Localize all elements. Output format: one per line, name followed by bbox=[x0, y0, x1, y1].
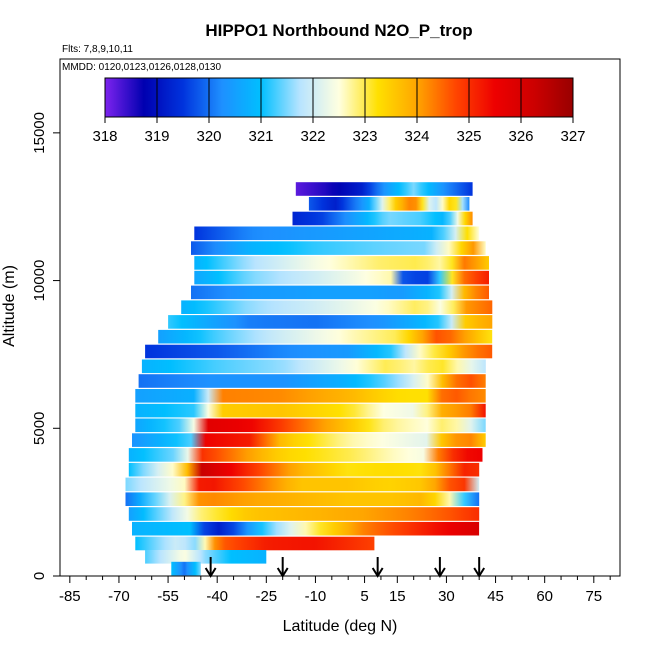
data-band bbox=[158, 329, 493, 344]
x-tick-label: -40 bbox=[206, 588, 228, 605]
colorbar-tick-label: 322 bbox=[300, 128, 325, 145]
x-tick-label: 45 bbox=[487, 588, 504, 605]
y-tick-label: 15000 bbox=[31, 112, 48, 154]
x-tick-label: -25 bbox=[255, 588, 277, 605]
x-tick-label: 60 bbox=[536, 588, 553, 605]
y-tick-label: 0 bbox=[31, 572, 48, 580]
down-arrow-icon bbox=[204, 557, 217, 578]
plot-frame bbox=[59, 58, 621, 577]
dates-subtitle: MMDD: 0120,0123,0126,0128,0130 bbox=[62, 62, 221, 73]
x-tick-label: -10 bbox=[305, 588, 327, 605]
colorbar-tick-label: 321 bbox=[248, 128, 273, 145]
data-band bbox=[308, 197, 470, 211]
x-tick-label: 15 bbox=[389, 588, 406, 605]
colorbar-tick-label: 324 bbox=[404, 128, 429, 145]
data-band bbox=[145, 344, 493, 359]
colorbar-scale bbox=[104, 77, 574, 118]
colorbar-tick-label: 320 bbox=[196, 128, 221, 145]
colorbar-tick-label: 326 bbox=[508, 128, 533, 145]
data-band bbox=[191, 241, 486, 255]
colorbar-tick-label: 325 bbox=[456, 128, 481, 145]
x-tick-label: -85 bbox=[59, 588, 81, 605]
data-band bbox=[194, 256, 490, 270]
down-arrow-icon bbox=[276, 557, 289, 578]
data-band bbox=[181, 300, 493, 314]
data-band bbox=[128, 448, 483, 462]
profile-arrows bbox=[204, 557, 486, 578]
plot-area bbox=[125, 182, 493, 576]
data-band bbox=[145, 550, 267, 564]
x-tick-label: -55 bbox=[157, 588, 179, 605]
y-axis-label: Altitude (m) bbox=[1, 265, 18, 347]
colorbar-tick-label: 323 bbox=[352, 128, 377, 145]
y-tick-label: 5000 bbox=[31, 412, 48, 445]
data-band bbox=[128, 507, 480, 521]
down-arrow-icon bbox=[371, 557, 384, 578]
data-band bbox=[132, 521, 480, 536]
data-band bbox=[191, 285, 489, 300]
data-band bbox=[135, 418, 486, 433]
data-band bbox=[135, 536, 375, 551]
flights-subtitle: Flts: 7,8,9,10,11 bbox=[62, 44, 133, 55]
data-band bbox=[125, 477, 480, 492]
colorbar-tick-label: 318 bbox=[92, 128, 117, 145]
y-tick-label: 10000 bbox=[31, 260, 48, 302]
x-tick-label: 30 bbox=[438, 588, 455, 605]
data-band bbox=[171, 561, 201, 576]
data-band bbox=[168, 315, 493, 329]
data-band bbox=[141, 359, 486, 374]
data-band bbox=[295, 182, 473, 196]
data-band bbox=[292, 211, 473, 226]
data-band bbox=[135, 389, 486, 403]
data-band bbox=[194, 226, 480, 241]
data-band bbox=[125, 492, 480, 506]
x-axis-label: Latitude (deg N) bbox=[283, 618, 398, 635]
colorbar: 318 319 320 321 322 323 324 325 326 327 bbox=[92, 77, 586, 145]
chart-title: HIPPO1 Northbound N2O_P_trop bbox=[205, 21, 472, 40]
x-tick-label: 75 bbox=[585, 588, 602, 605]
data-band bbox=[194, 270, 490, 285]
down-arrow-icon bbox=[434, 557, 446, 578]
colorbar-tick-label: 327 bbox=[560, 128, 585, 145]
x-tick-label: -70 bbox=[108, 588, 130, 605]
data-band bbox=[135, 403, 486, 418]
down-arrow-icon bbox=[473, 557, 486, 578]
axes: -85 -70 -55 -40 -25 -10 5 15 30 45 60 75 0 5000 10000 1… bbox=[31, 112, 611, 605]
colorbar-tick-label: 319 bbox=[144, 128, 169, 145]
data-band bbox=[138, 374, 486, 388]
data-band bbox=[132, 433, 486, 447]
data-band bbox=[128, 462, 480, 477]
x-tick-label: 5 bbox=[360, 588, 368, 605]
